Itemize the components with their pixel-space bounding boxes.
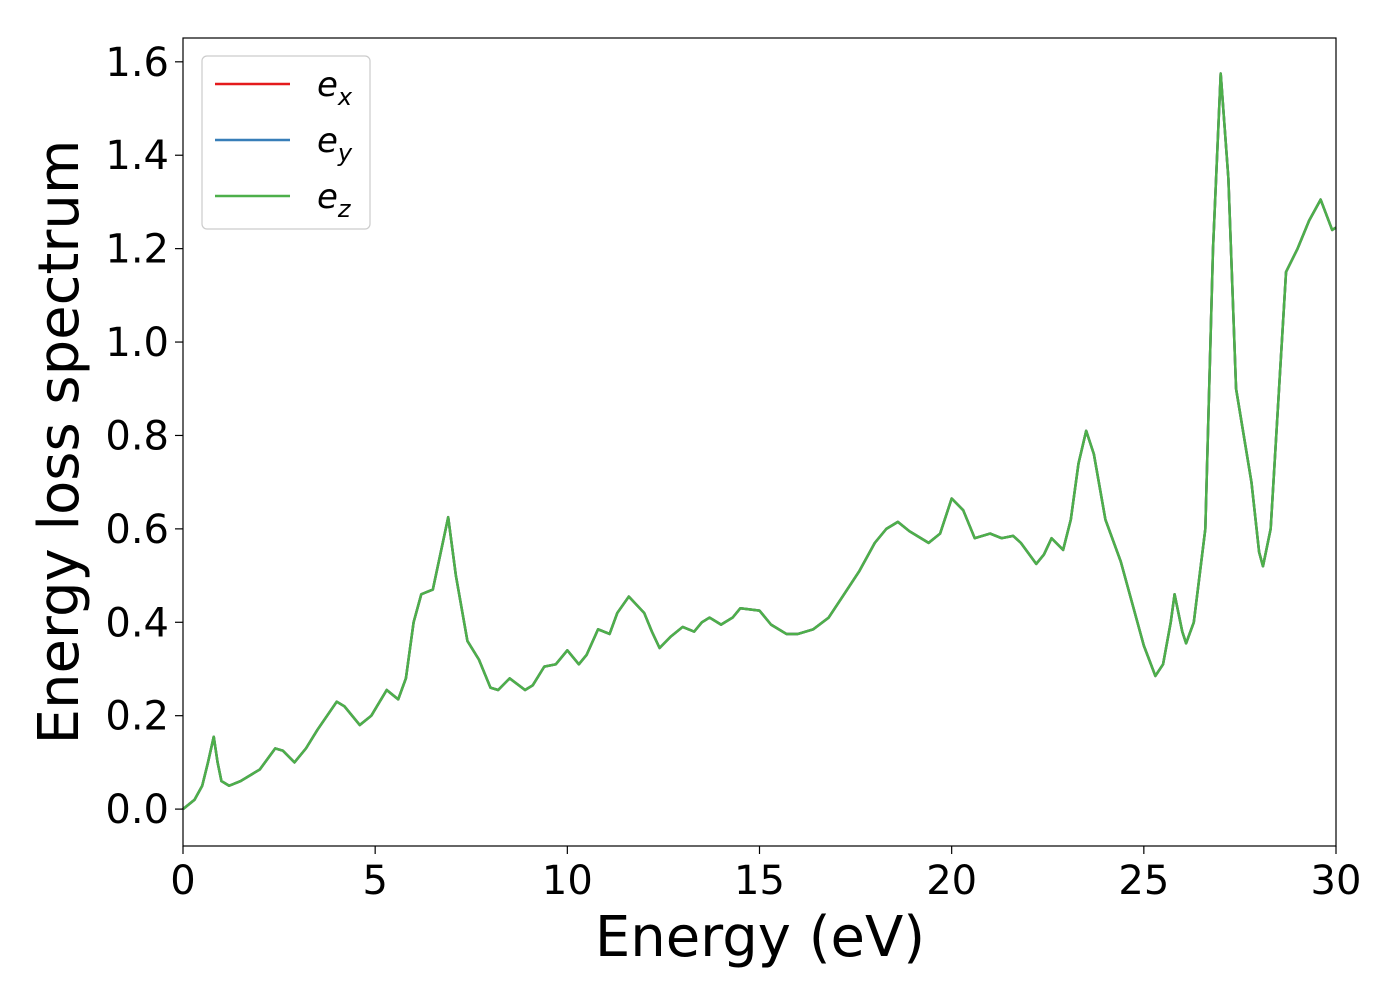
legend-name: e [317,65,338,105]
x-tick-label: 10 [542,858,593,904]
legend-label: ex [317,65,353,111]
legend-subscript: x [337,83,353,111]
y-tick-label: 1.4 [105,133,169,179]
y-tick-label: 0.2 [105,694,169,740]
x-axis-label: Energy (eV) [595,905,925,970]
y-tick-label: 0.0 [105,787,169,833]
plot-frame [182,37,1337,847]
legend-subscript: z [337,195,352,223]
legend-subscript: y [337,139,353,167]
legend-name: e [317,121,338,161]
x-tick-label: 25 [1118,858,1169,904]
y-tick-label: 1.6 [105,40,169,86]
y-tick-label: 0.4 [105,600,169,646]
y-axis-label: Energy loss spectrum [27,140,92,745]
legend-name: e [317,177,338,217]
y-tick-label: 0.6 [105,507,169,553]
legend-label: ey [317,121,353,167]
line-series [182,72,1337,811]
x-tick-label: 5 [362,858,387,904]
legend-label: ez [317,177,352,223]
legend-frame [201,55,371,230]
y-tick-label: 1.0 [105,320,169,366]
x-tick-label: 15 [734,858,785,904]
x-tick-label: 20 [926,858,977,904]
x-tick-label: 30 [1311,858,1362,904]
y-tick-label: 0.8 [105,413,169,459]
x-tick-label: 0 [170,858,195,904]
y-tick-label: 1.2 [105,227,169,273]
